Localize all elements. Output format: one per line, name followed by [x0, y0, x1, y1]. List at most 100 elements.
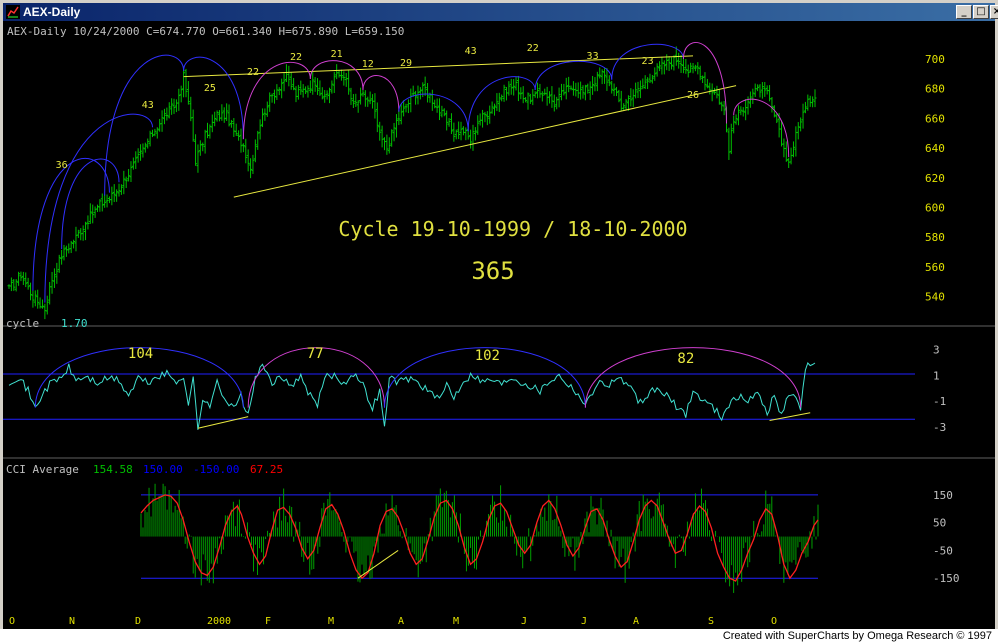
price-tick-label: 640 [925, 142, 945, 155]
cycle-pane: cycle 1.70 3 1 -1 -3 104 77 102 82 [3, 317, 995, 434]
date-axis-label: N [69, 616, 75, 627]
price-cycle-label: 29 [400, 58, 412, 69]
price-tick-label: 580 [925, 231, 945, 244]
cci-tick-label: -150 [933, 572, 960, 585]
cycle-period-title: Cycle 19-10-1999 / 18-10-2000 [338, 217, 687, 241]
date-axis-label: S [708, 616, 714, 627]
cci-tick-label: 50 [933, 517, 946, 530]
cycle-tick-label: -3 [933, 421, 946, 434]
cycle-count-label: 104 [128, 346, 153, 362]
price-cycle-arc [682, 42, 728, 124]
cycle-arc [584, 347, 802, 408]
chart-app-icon [6, 5, 20, 19]
price-tick-label: 600 [925, 202, 945, 215]
price-cycle-arc [534, 60, 613, 91]
price-tick-label: 660 [925, 112, 945, 125]
price-cycle-label: 36 [56, 160, 68, 171]
date-axis-label: D [135, 616, 141, 627]
cycle-arc [247, 347, 385, 408]
cci-header-value: 150.00 [143, 463, 183, 476]
cci-average-line [140, 494, 819, 582]
date-axis: O N D 2000 F M A M J J A S O [9, 616, 777, 627]
cycle-tick-label: 3 [933, 343, 940, 356]
cci-tick-label: 150 [933, 489, 953, 502]
cycle-count-label: 82 [677, 351, 694, 367]
price-header: AEX-Daily 10/24/2000 C=674.770 O=661.340… [7, 25, 404, 38]
close-button[interactable]: × [990, 5, 998, 19]
price-cycle-label: 33 [587, 51, 599, 62]
price-cycle-arc [183, 56, 244, 140]
price-pane: AEX-Daily 10/24/2000 C=674.770 O=661.340… [7, 25, 945, 320]
price-cycle-arc [104, 54, 185, 196]
cycle-divergence-line [769, 412, 811, 421]
cci-divergence-line [357, 550, 399, 579]
price-tick-label: 620 [925, 172, 945, 185]
minimize-button[interactable]: _ [956, 5, 972, 19]
chart-svg: AEX-Daily 10/24/2000 C=674.770 O=661.340… [3, 25, 995, 627]
cycle-count-label: 77 [307, 346, 324, 362]
cci-pane: CCI Average 154.58 150.00 -150.00 67.25 150 50… [3, 457, 995, 593]
price-cycle-label: 12 [362, 59, 374, 70]
price-cycle-label: 26 [687, 90, 699, 101]
window-titlebar[interactable]: AEX-Daily _ □ × [3, 3, 998, 21]
cycle-tick-label: -1 [933, 395, 946, 408]
price-tick-label: 560 [925, 261, 945, 274]
price-cycle-arc [44, 113, 154, 303]
price-cycle-arc [398, 93, 469, 132]
date-axis-label: O [771, 616, 777, 627]
footer-credit: Created with SuperCharts by Omega Resear… [722, 630, 992, 642]
cycle-value: 1.70 [61, 317, 88, 330]
price-tick-label: 700 [925, 53, 945, 66]
date-axis-label: F [265, 616, 271, 627]
price-cycle-arc [242, 61, 311, 140]
cci-header-value: 67.25 [250, 463, 283, 476]
cycle-arc [383, 347, 586, 408]
date-axis-label: A [398, 616, 404, 627]
upper-trendline [183, 55, 694, 78]
price-cycle-label: 22 [527, 43, 539, 54]
cci-header-value: 154.58 [93, 463, 133, 476]
price-cycle-label: 22 [290, 52, 302, 63]
price-cycle-label: 23 [642, 56, 654, 67]
window-title: AEX-Daily [23, 5, 81, 19]
price-cycle-label: 21 [331, 49, 343, 60]
price-cycle-arc [362, 75, 400, 112]
price-cycle-label: 43 [142, 100, 154, 111]
cci-tick-label: -50 [933, 544, 953, 557]
cycle-tick-label: 1 [933, 369, 940, 382]
price-cycle-arc [733, 98, 790, 157]
cycle-arc [34, 347, 244, 408]
date-axis-label: A [633, 616, 639, 627]
price-tick-label: 540 [925, 291, 945, 304]
price-cycle-arc [61, 158, 120, 250]
price-cycle-arc [32, 158, 110, 291]
date-axis-label: O [9, 616, 15, 627]
price-cycle-label: 25 [204, 83, 216, 94]
date-axis-label: M [453, 616, 459, 627]
cycle-label: cycle [6, 317, 39, 330]
cci-header-value: -150.00 [193, 463, 239, 476]
cycle-count-label: 102 [475, 348, 500, 364]
price-cycle-arc [611, 43, 684, 80]
price-cycle-arc [309, 60, 364, 91]
maximize-button[interactable]: □ [973, 5, 989, 19]
date-axis-label: J [521, 616, 527, 627]
date-axis-label: J [581, 616, 587, 627]
price-tick-label: 680 [925, 83, 945, 96]
date-axis-label: M [328, 616, 334, 627]
price-cycle-label: 22 [247, 67, 259, 78]
cycle-length-value: 365 [471, 257, 514, 285]
cycle-divergence-line [197, 416, 249, 429]
close-icon: × [992, 6, 998, 17]
maximize-icon: □ [976, 6, 986, 17]
cycle-series-line [8, 362, 816, 430]
minimize-icon: _ [961, 6, 967, 17]
price-cycle-label: 43 [465, 46, 477, 57]
price-cycle-arc [467, 76, 536, 132]
lower-trendline [233, 85, 737, 198]
chart-plot-area[interactable]: AEX-Daily 10/24/2000 C=674.770 O=661.340… [3, 21, 995, 629]
footer-bar: Created with SuperCharts by Omega Resear… [0, 629, 998, 644]
date-axis-label: 2000 [207, 616, 231, 627]
cci-label: CCI Average [6, 463, 79, 476]
